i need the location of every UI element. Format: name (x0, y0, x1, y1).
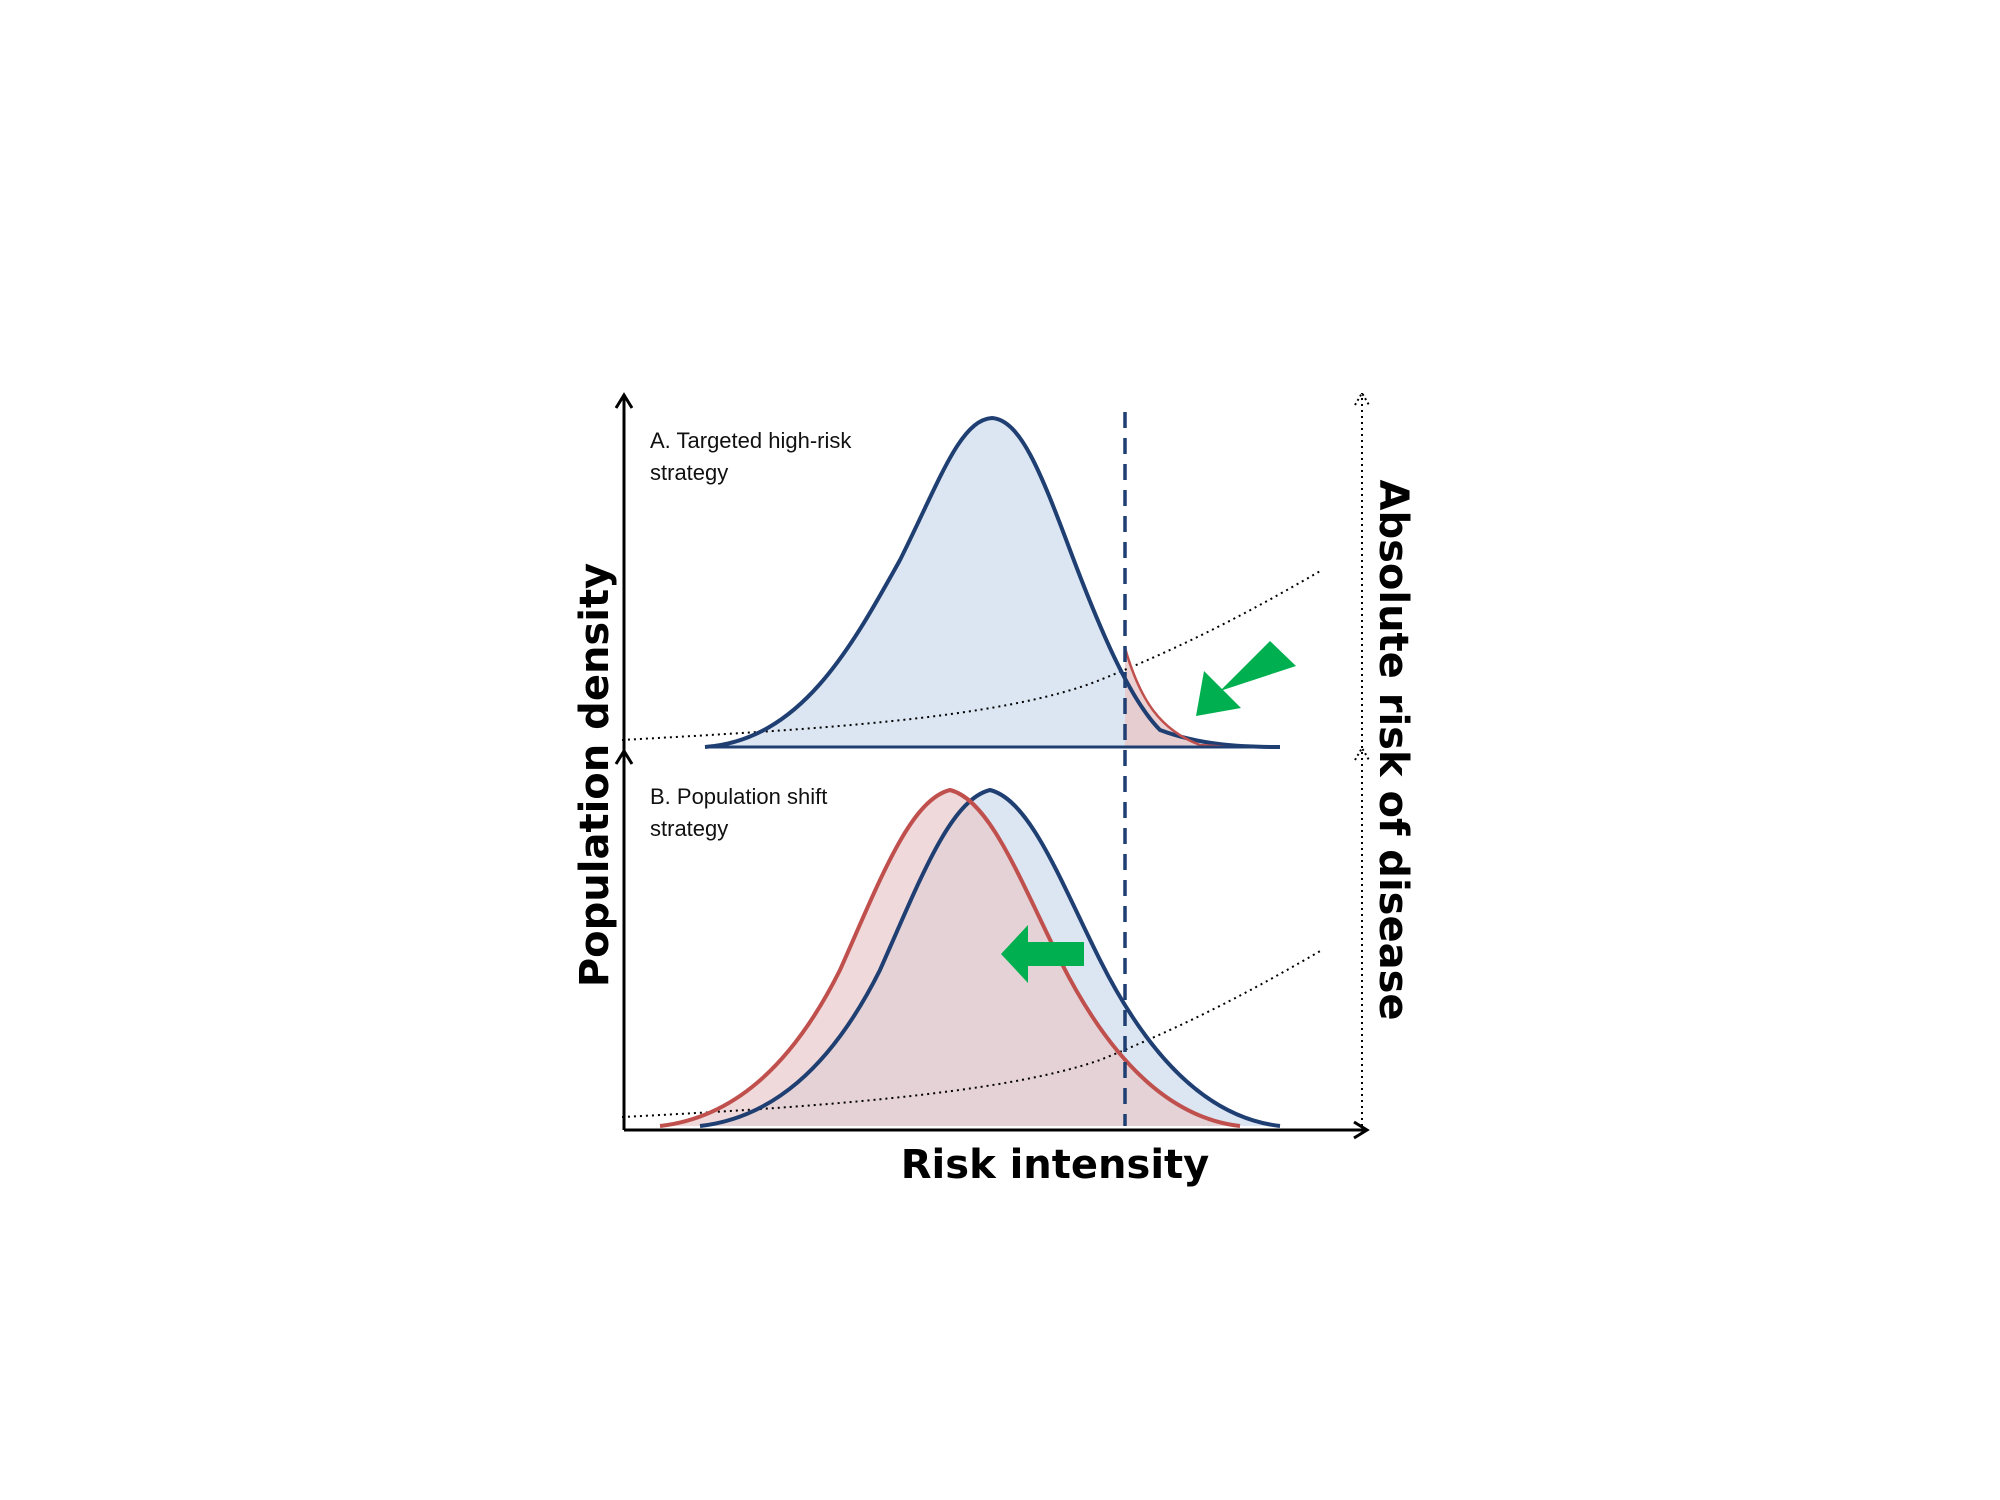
panel-a-label-line1: A. Targeted high-risk (650, 428, 852, 453)
panel-b-shifted-curve (659, 787, 1241, 1128)
panel-b-shifted-fill (660, 790, 1240, 1126)
arrow-down-left-icon (1196, 641, 1296, 716)
left-y-axis-arrowhead-mid (614, 748, 634, 765)
left-y-axis-arrowhead-top (614, 392, 634, 409)
panel-b-label-line1: B. Population shift (650, 784, 827, 809)
panel-a-reduced-tail-curve (1123, 647, 1231, 749)
panel-a-risk-curve (621, 569, 1323, 741)
panel-a-baseline-fill (705, 418, 1280, 747)
left-y-axis-title: Population density (572, 563, 618, 987)
panel-b-baseline-curve (699, 787, 1281, 1128)
panel-a-label-line2: strategy (650, 460, 728, 485)
right-y-axis-title: Absolute risk of disease (1370, 479, 1416, 1020)
panel-a-baseline-curve (704, 415, 1281, 749)
arrow-left-icon (1001, 925, 1084, 983)
x-axis-title: Risk intensity (901, 1142, 1209, 1188)
panel-b-label-line2: strategy (650, 816, 728, 841)
panel-a-tail-fill (1125, 648, 1200, 747)
x-axis-arrowhead (1353, 1120, 1370, 1140)
panel-b-risk-curve (621, 949, 1323, 1118)
